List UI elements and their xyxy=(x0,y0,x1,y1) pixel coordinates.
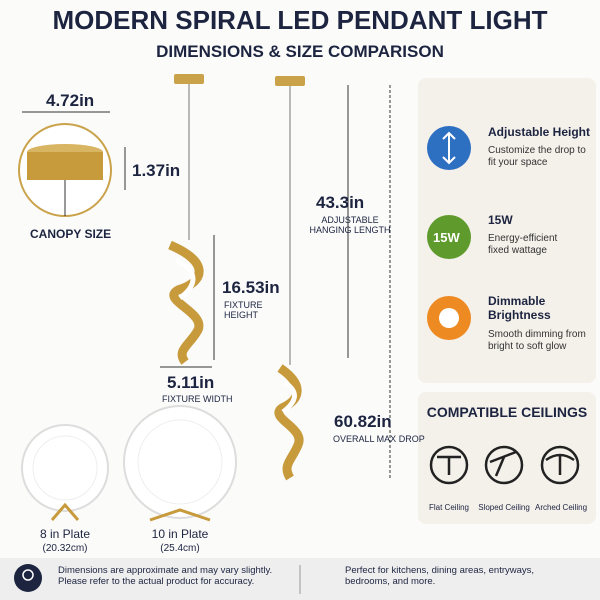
canopy xyxy=(174,74,204,84)
plate xyxy=(32,435,98,501)
plate xyxy=(123,405,237,519)
watt-icon-text: 15W xyxy=(433,230,460,245)
feature-text: Smooth dimming from bright to soft glow xyxy=(488,329,586,352)
plate-metric: (25.4cm) xyxy=(160,543,200,554)
canopy-width: 4.72in xyxy=(46,91,95,110)
subtitle: DIMENSIONS & SIZE COMPARISON xyxy=(156,42,444,61)
feature-text: Energy-efficient fixed wattage xyxy=(488,233,558,256)
feature-title: Adjustable Height xyxy=(488,125,591,139)
ceiling-icons xyxy=(429,445,580,485)
ceiling-label: Arched Ceiling xyxy=(534,503,588,512)
spiral xyxy=(281,379,297,414)
overall-drop: 60.82in xyxy=(334,412,392,431)
title: MODERN SPIRAL LED PENDANT LIGHT xyxy=(52,5,548,35)
spiral xyxy=(168,240,204,365)
dim-icon xyxy=(439,308,459,328)
fixture-height: 16.53in xyxy=(222,278,280,297)
ceiling-label: Sloped Ceiling xyxy=(478,503,530,512)
fixture-width: 5.11in xyxy=(167,373,215,392)
fixture-height-label: FIXTURE HEIGHT xyxy=(224,300,263,321)
overall-label: OVERALL MAX DROP xyxy=(333,434,425,444)
spiral xyxy=(174,257,196,300)
ceilings-title: COMPATIBLE CEILINGS xyxy=(426,404,588,420)
fixture-width-label: FIXTURE WIDTH xyxy=(162,394,233,404)
footer-note: Dimensions are approximate and may vary … xyxy=(58,565,273,587)
ceiling-panel xyxy=(418,392,596,524)
bulb-icon xyxy=(14,564,42,592)
height-icon xyxy=(442,131,456,165)
plate xyxy=(21,424,109,512)
canopy-label: CANOPY SIZE xyxy=(30,227,112,241)
footer-usage: Perfect for kitchens, dining areas, entr… xyxy=(345,565,535,587)
plate-metric: (20.32cm) xyxy=(42,543,88,554)
feature-title: Dimmable Brightness xyxy=(488,294,551,322)
feature-text: Customize the drop to fit your space xyxy=(488,145,586,168)
plate xyxy=(137,419,223,505)
spiral xyxy=(274,364,304,481)
hanging-length: 43.3in xyxy=(316,193,365,212)
ceiling-label: Flat Ceiling xyxy=(428,503,469,512)
bulb-icon xyxy=(22,569,34,581)
plate-name: 10 in Plate xyxy=(151,527,209,541)
canopy-height: 1.37in xyxy=(132,161,181,180)
feature-title: 15W xyxy=(488,213,513,227)
plate-name: 8 in Plate xyxy=(39,527,91,541)
plate-stand xyxy=(50,502,211,522)
hanging-label: ADJUSTABLE HANGING LENGTH xyxy=(309,215,391,236)
canopy xyxy=(275,76,305,86)
watt-icon xyxy=(427,215,471,259)
canopy xyxy=(27,152,103,180)
